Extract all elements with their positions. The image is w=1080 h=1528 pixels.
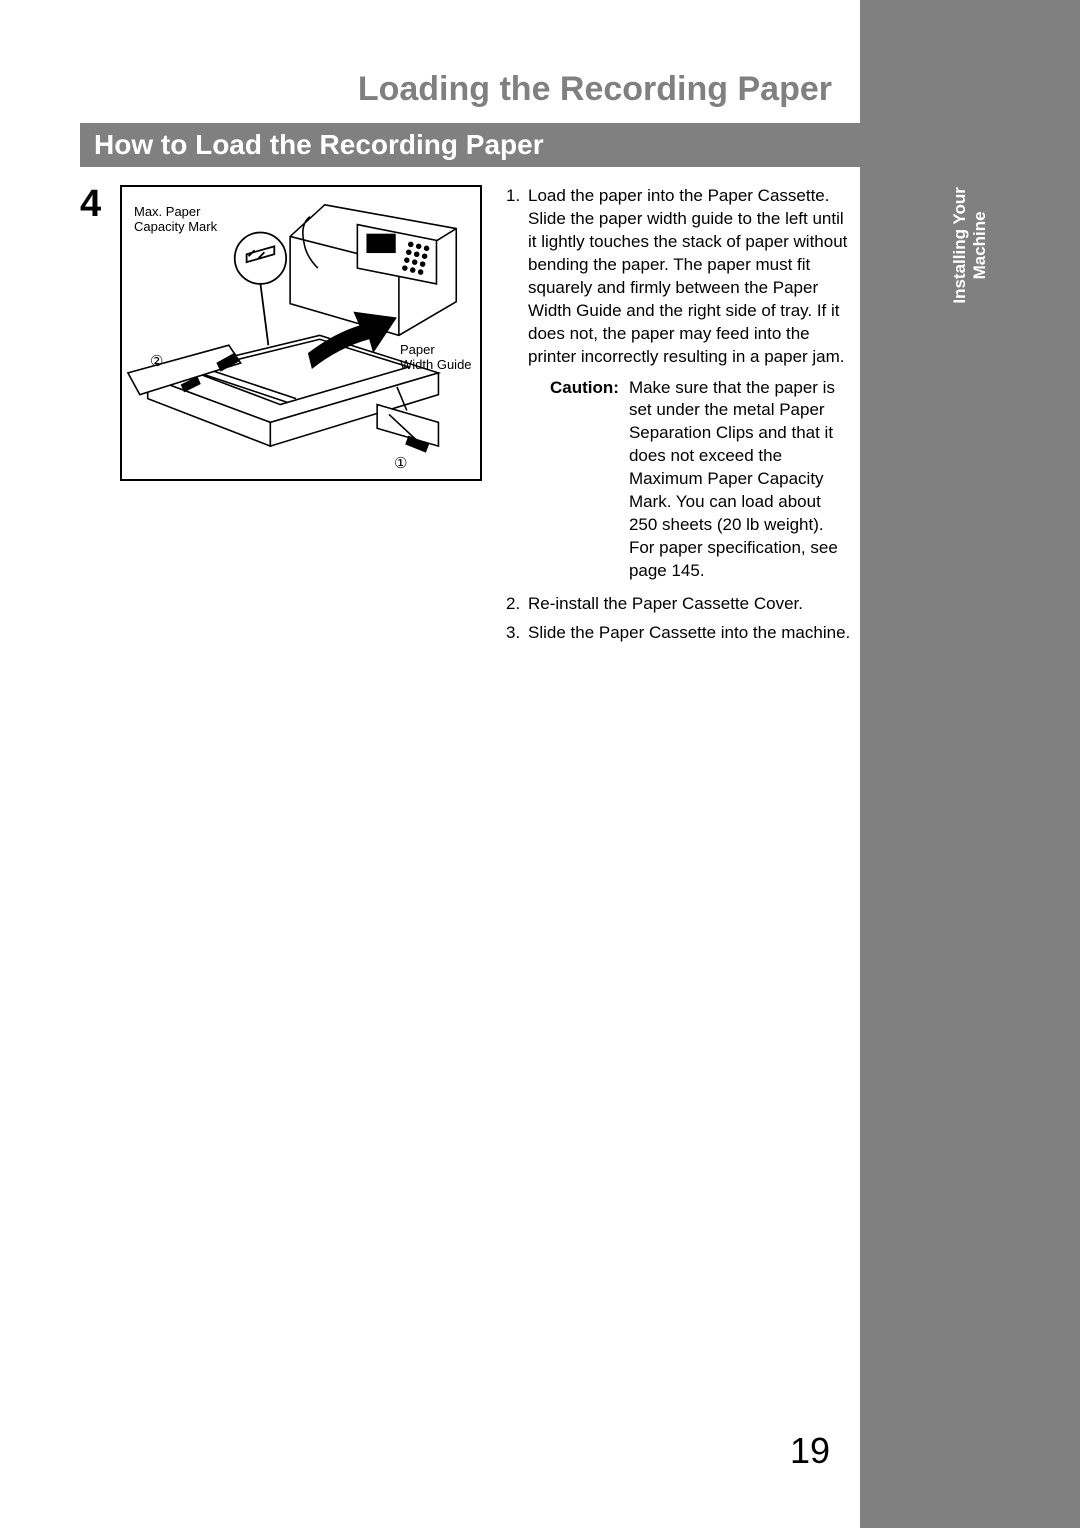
- callout-3: ③: [378, 315, 391, 332]
- instruction-text: Re-install the Paper Cassette Cover.: [528, 594, 803, 613]
- label-max-capacity: Max. Paper Capacity Mark: [134, 205, 217, 235]
- instruction-text: Load the paper into the Paper Cassette. …: [528, 186, 847, 366]
- page-number: 19: [790, 1430, 830, 1472]
- body-columns: 4: [80, 185, 860, 651]
- paper-cassette-diagram: Max. Paper Capacity Mark Paper Width Gui…: [120, 185, 482, 481]
- caution-text: Make sure that the paper is set under th…: [629, 377, 852, 583]
- diagram-column: 4: [80, 185, 482, 651]
- instruction-text: Slide the Paper Cassette into the machin…: [528, 623, 850, 642]
- manual-page: Installing Your Machine Loading the Reco…: [0, 0, 1080, 1528]
- section-heading: How to Load the Recording Paper: [80, 123, 860, 167]
- instruction-item: Slide the Paper Cassette into the machin…: [506, 622, 852, 645]
- caution-label: Caution:: [550, 377, 619, 583]
- callout-1: ①: [394, 455, 407, 472]
- label-paper-width-guide: Paper Width Guide: [400, 343, 472, 373]
- side-thumb-panel: Installing Your Machine: [860, 0, 1080, 1528]
- step-row: 4: [80, 185, 482, 481]
- page-content: Loading the Recording Paper How to Load …: [0, 0, 860, 1528]
- caution-block: Caution: Make sure that the paper is set…: [550, 377, 852, 583]
- instructions-column: Load the paper into the Paper Cassette. …: [506, 185, 860, 651]
- callout-2: ②: [150, 353, 163, 370]
- step-number: 4: [80, 185, 108, 223]
- chapter-title: Loading the Recording Paper: [80, 70, 860, 109]
- section-thumb-label: Installing Your Machine: [950, 187, 991, 304]
- instruction-list: Load the paper into the Paper Cassette. …: [506, 185, 852, 645]
- section-thumb-tab: Installing Your Machine: [870, 170, 1070, 320]
- instruction-item: Load the paper into the Paper Cassette. …: [506, 185, 852, 583]
- instruction-item: Re-install the Paper Cassette Cover.: [506, 593, 852, 616]
